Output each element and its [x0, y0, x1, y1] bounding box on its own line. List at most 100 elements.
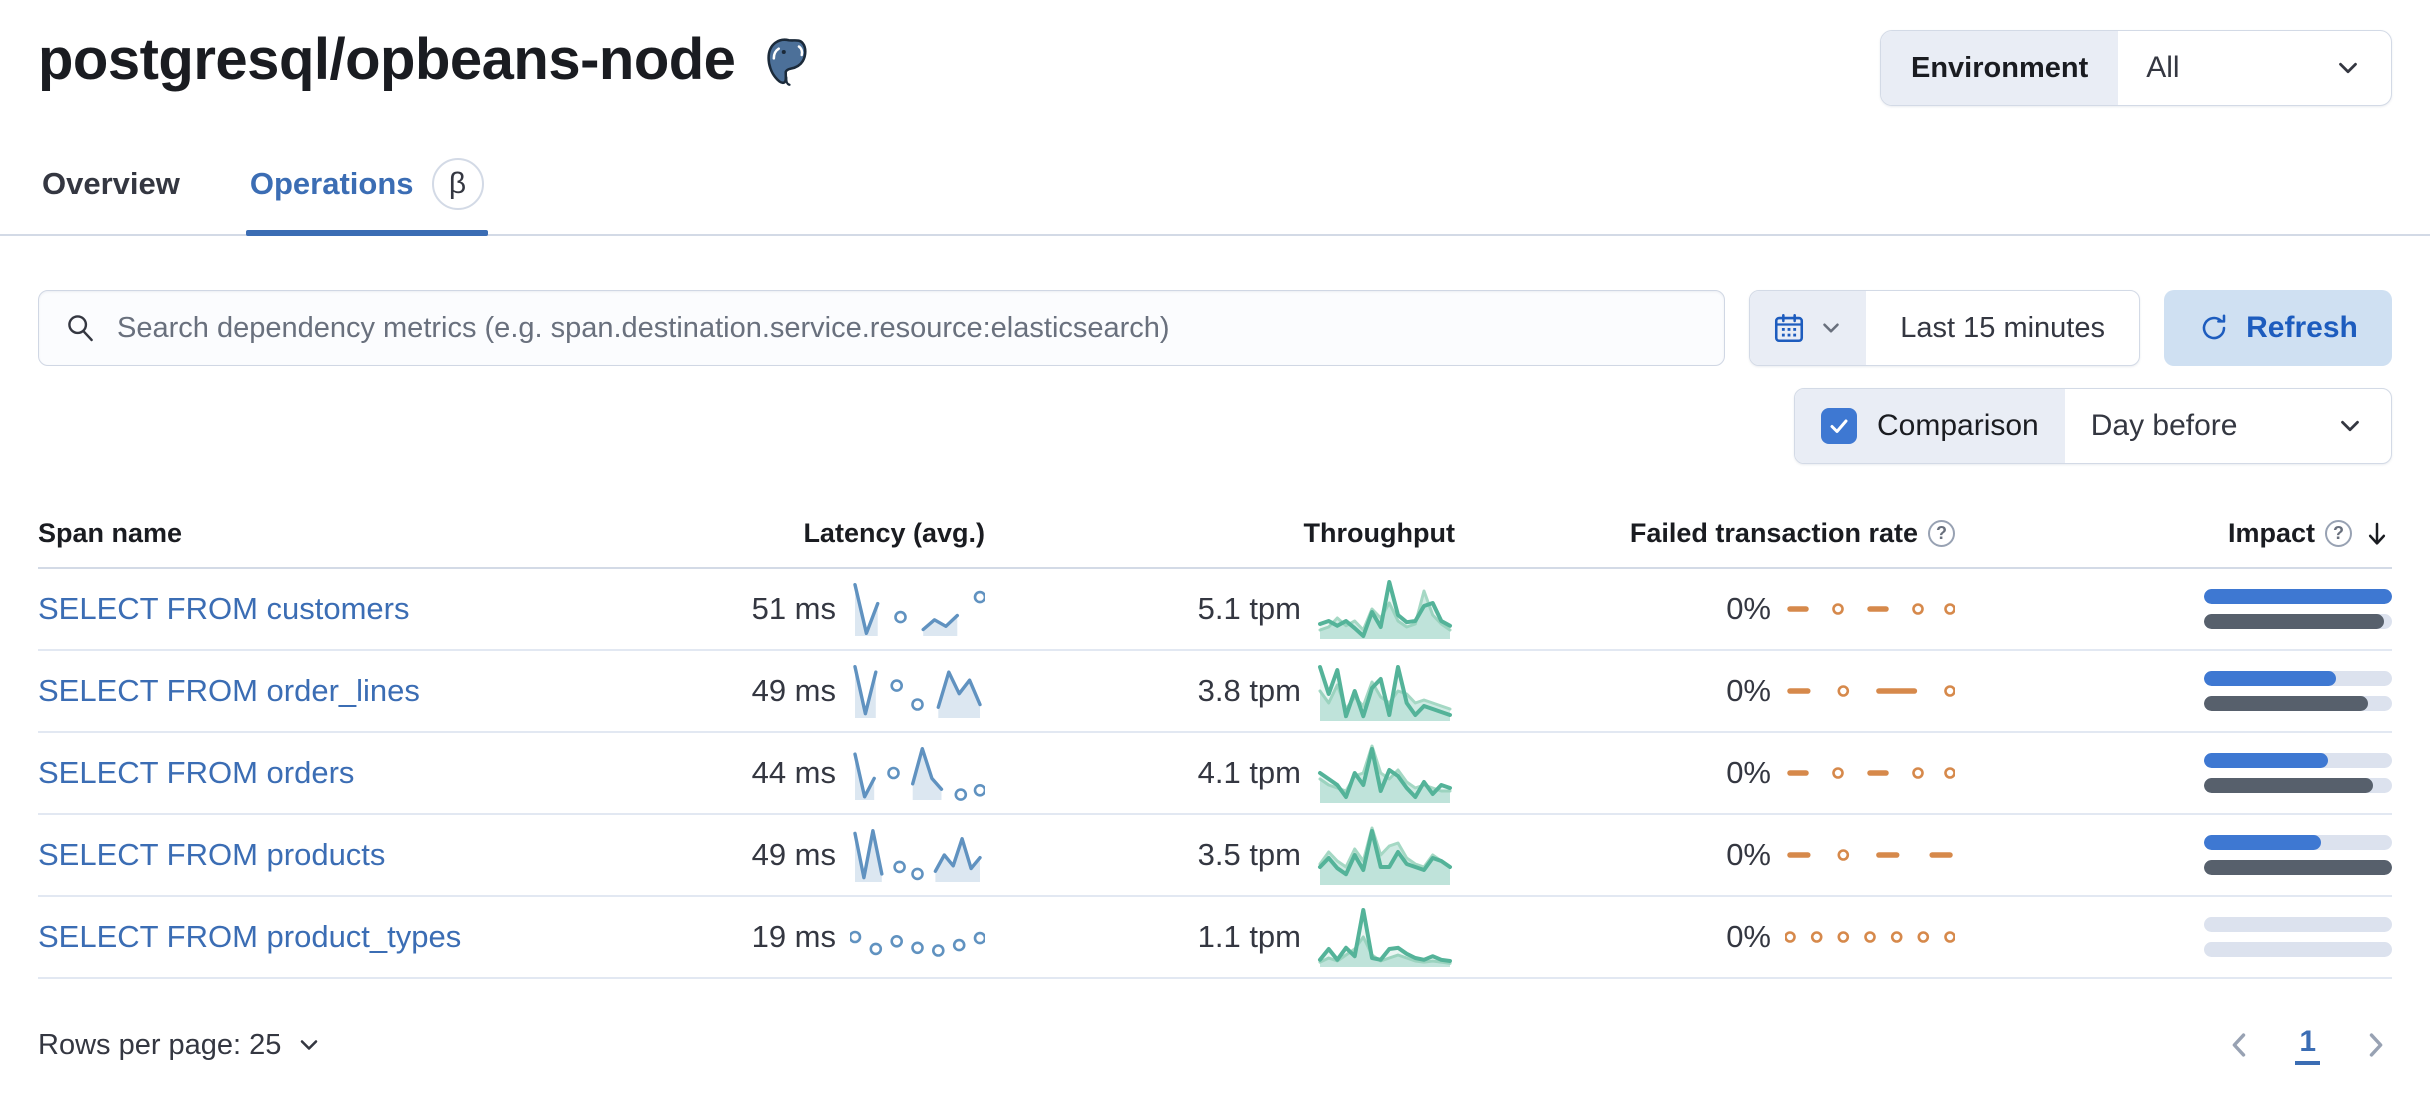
latency-cell: 51 ms [665, 577, 985, 641]
operations-table: Span name Latency (avg.) Throughput Fail… [38, 518, 2392, 979]
table-row: SELECT FROM product_types 19 ms 1.1 tpm … [38, 897, 2392, 979]
span-name-link[interactable]: SELECT FROM customers [38, 591, 410, 626]
table-header-row: Span name Latency (avg.) Throughput Fail… [38, 518, 2392, 569]
impact-bars [2204, 589, 2392, 629]
chevron-right-icon [2369, 1033, 2383, 1057]
impact-cell [1955, 753, 2392, 793]
failed-rate-cell: 0% [1455, 587, 1955, 631]
latency-cell: 49 ms [665, 823, 985, 887]
latency-value: 51 ms [751, 591, 836, 626]
span-name-link[interactable]: SELECT FROM orders [38, 755, 355, 790]
environment-select[interactable]: All [2118, 31, 2391, 105]
column-header-throughput[interactable]: Throughput [1303, 518, 1455, 548]
latency-sparkline [853, 583, 985, 636]
impact-bar-current [2204, 671, 2336, 686]
comparison-value: Day before [2090, 409, 2238, 442]
span-name-link[interactable]: SELECT FROM order_lines [38, 673, 420, 708]
throughput-cell: 3.5 tpm [985, 820, 1455, 890]
failed-rate-sparkline [1787, 767, 1955, 779]
latency-sparkline [853, 829, 982, 882]
impact-bar-previous [2204, 778, 2374, 793]
throughput-value: 4.1 tpm [1197, 755, 1301, 790]
latency-sparkline [850, 930, 985, 957]
failed-rate-cell: 0% [1455, 833, 1955, 877]
chevron-down-icon [301, 1040, 318, 1050]
help-icon[interactable]: ? [2325, 520, 2352, 547]
impact-bar-previous-track [2204, 696, 2392, 711]
throughput-sparkline [1318, 826, 1452, 885]
throughput-sparkline [1318, 908, 1452, 967]
chevron-left-icon [2232, 1033, 2246, 1057]
impact-bar-current [2204, 835, 2321, 850]
quick-select-button[interactable] [1750, 291, 1867, 365]
comparison-label: Comparison [1877, 409, 2039, 442]
column-header-impact[interactable]: Impact ? [1955, 518, 2392, 549]
check-icon [1830, 419, 1848, 433]
tab-bar: Overview Operations β [0, 148, 2430, 236]
impact-bar-current [2204, 753, 2329, 768]
table-row: SELECT FROM orders 44 ms 4.1 tpm 0% [38, 733, 2392, 815]
next-page-button[interactable] [2358, 1028, 2392, 1062]
throughput-value: 5.1 tpm [1197, 591, 1301, 626]
help-icon[interactable]: ? [1928, 520, 1955, 547]
table-body: SELECT FROM customers 51 ms 5.1 tpm 0% [38, 569, 2392, 979]
rows-per-page-button[interactable]: Rows per page: 25 [38, 1029, 323, 1062]
latency-value: 44 ms [751, 755, 836, 790]
impact-bar-current-track [2204, 753, 2392, 768]
tab-overview[interactable]: Overview [38, 148, 184, 234]
page-number-1[interactable]: 1 [2295, 1025, 2320, 1065]
failed-rate-sparkline [1787, 685, 1955, 697]
column-header-failed-rate[interactable]: Failed transaction rate ? [1455, 518, 1955, 549]
comparison-select[interactable]: Day before [2065, 389, 2391, 463]
span-name-link[interactable]: SELECT FROM products [38, 837, 386, 872]
refresh-button[interactable]: Refresh [2164, 290, 2392, 366]
comparison-row: Comparison Day before [38, 388, 2392, 464]
span-name-cell: SELECT FROM customers [38, 591, 665, 627]
impact-cell [1955, 917, 2392, 957]
latency-value: 19 ms [751, 919, 836, 954]
tab-operations[interactable]: Operations β [245, 148, 488, 236]
search-input[interactable] [117, 311, 1699, 345]
failed-rate-sparkline [1785, 931, 1955, 943]
toolbar: Last 15 minutes Refresh [38, 290, 2392, 366]
span-name-link[interactable]: SELECT FROM product_types [38, 919, 462, 954]
impact-bar-previous-track [2204, 860, 2392, 875]
comparison-checkbox[interactable] [1821, 408, 1857, 444]
table-row: SELECT FROM order_lines 49 ms 3.8 tpm 0% [38, 651, 2392, 733]
table-row: SELECT FROM products 49 ms 3.5 tpm 0% [38, 815, 2392, 897]
span-name-cell: SELECT FROM orders [38, 755, 665, 791]
impact-bar-previous [2204, 696, 2368, 711]
postgresql-logo-icon [767, 37, 808, 86]
column-header-latency[interactable]: Latency (avg.) [803, 518, 985, 548]
failed-rate-sparkline [1787, 849, 1953, 861]
column-header-span-name: Span name [38, 518, 183, 548]
span-name-cell: SELECT FROM product_types [38, 919, 665, 955]
environment-label: Environment [1881, 31, 2119, 105]
environment-value: All [2146, 51, 2180, 84]
environment-filter: Environment All [1880, 30, 2392, 106]
table-row: SELECT FROM customers 51 ms 5.1 tpm 0% [38, 569, 2392, 651]
latency-cell: 44 ms [665, 741, 985, 805]
throughput-cell: 4.1 tpm [985, 738, 1455, 808]
time-range-button[interactable]: Last 15 minutes [1866, 291, 2139, 365]
failed-rate-value: 0% [1726, 919, 1771, 954]
throughput-value: 3.8 tpm [1197, 673, 1301, 708]
latency-cell: 19 ms [665, 905, 985, 969]
impact-bar-current-track [2204, 671, 2392, 686]
time-range-value: Last 15 minutes [1900, 311, 2105, 344]
chevron-down-icon [2341, 420, 2359, 432]
latency-sparkline [853, 747, 985, 801]
comparison-checkbox-wrap[interactable]: Comparison [1795, 389, 2065, 463]
refresh-label: Refresh [2246, 311, 2358, 344]
impact-cell [1955, 671, 2392, 711]
impact-bars [2204, 671, 2392, 711]
failed-rate-cell: 0% [1455, 915, 1955, 959]
failed-rate-sparkline [1787, 603, 1955, 615]
throughput-sparkline [1318, 665, 1452, 721]
tab-overview-label: Overview [42, 166, 180, 201]
previous-page-button[interactable] [2223, 1028, 2257, 1062]
failed-rate-value: 0% [1726, 673, 1771, 708]
search-box [38, 290, 1726, 366]
impact-bar-current-track [2204, 589, 2392, 604]
calendar-icon [1775, 313, 1804, 343]
